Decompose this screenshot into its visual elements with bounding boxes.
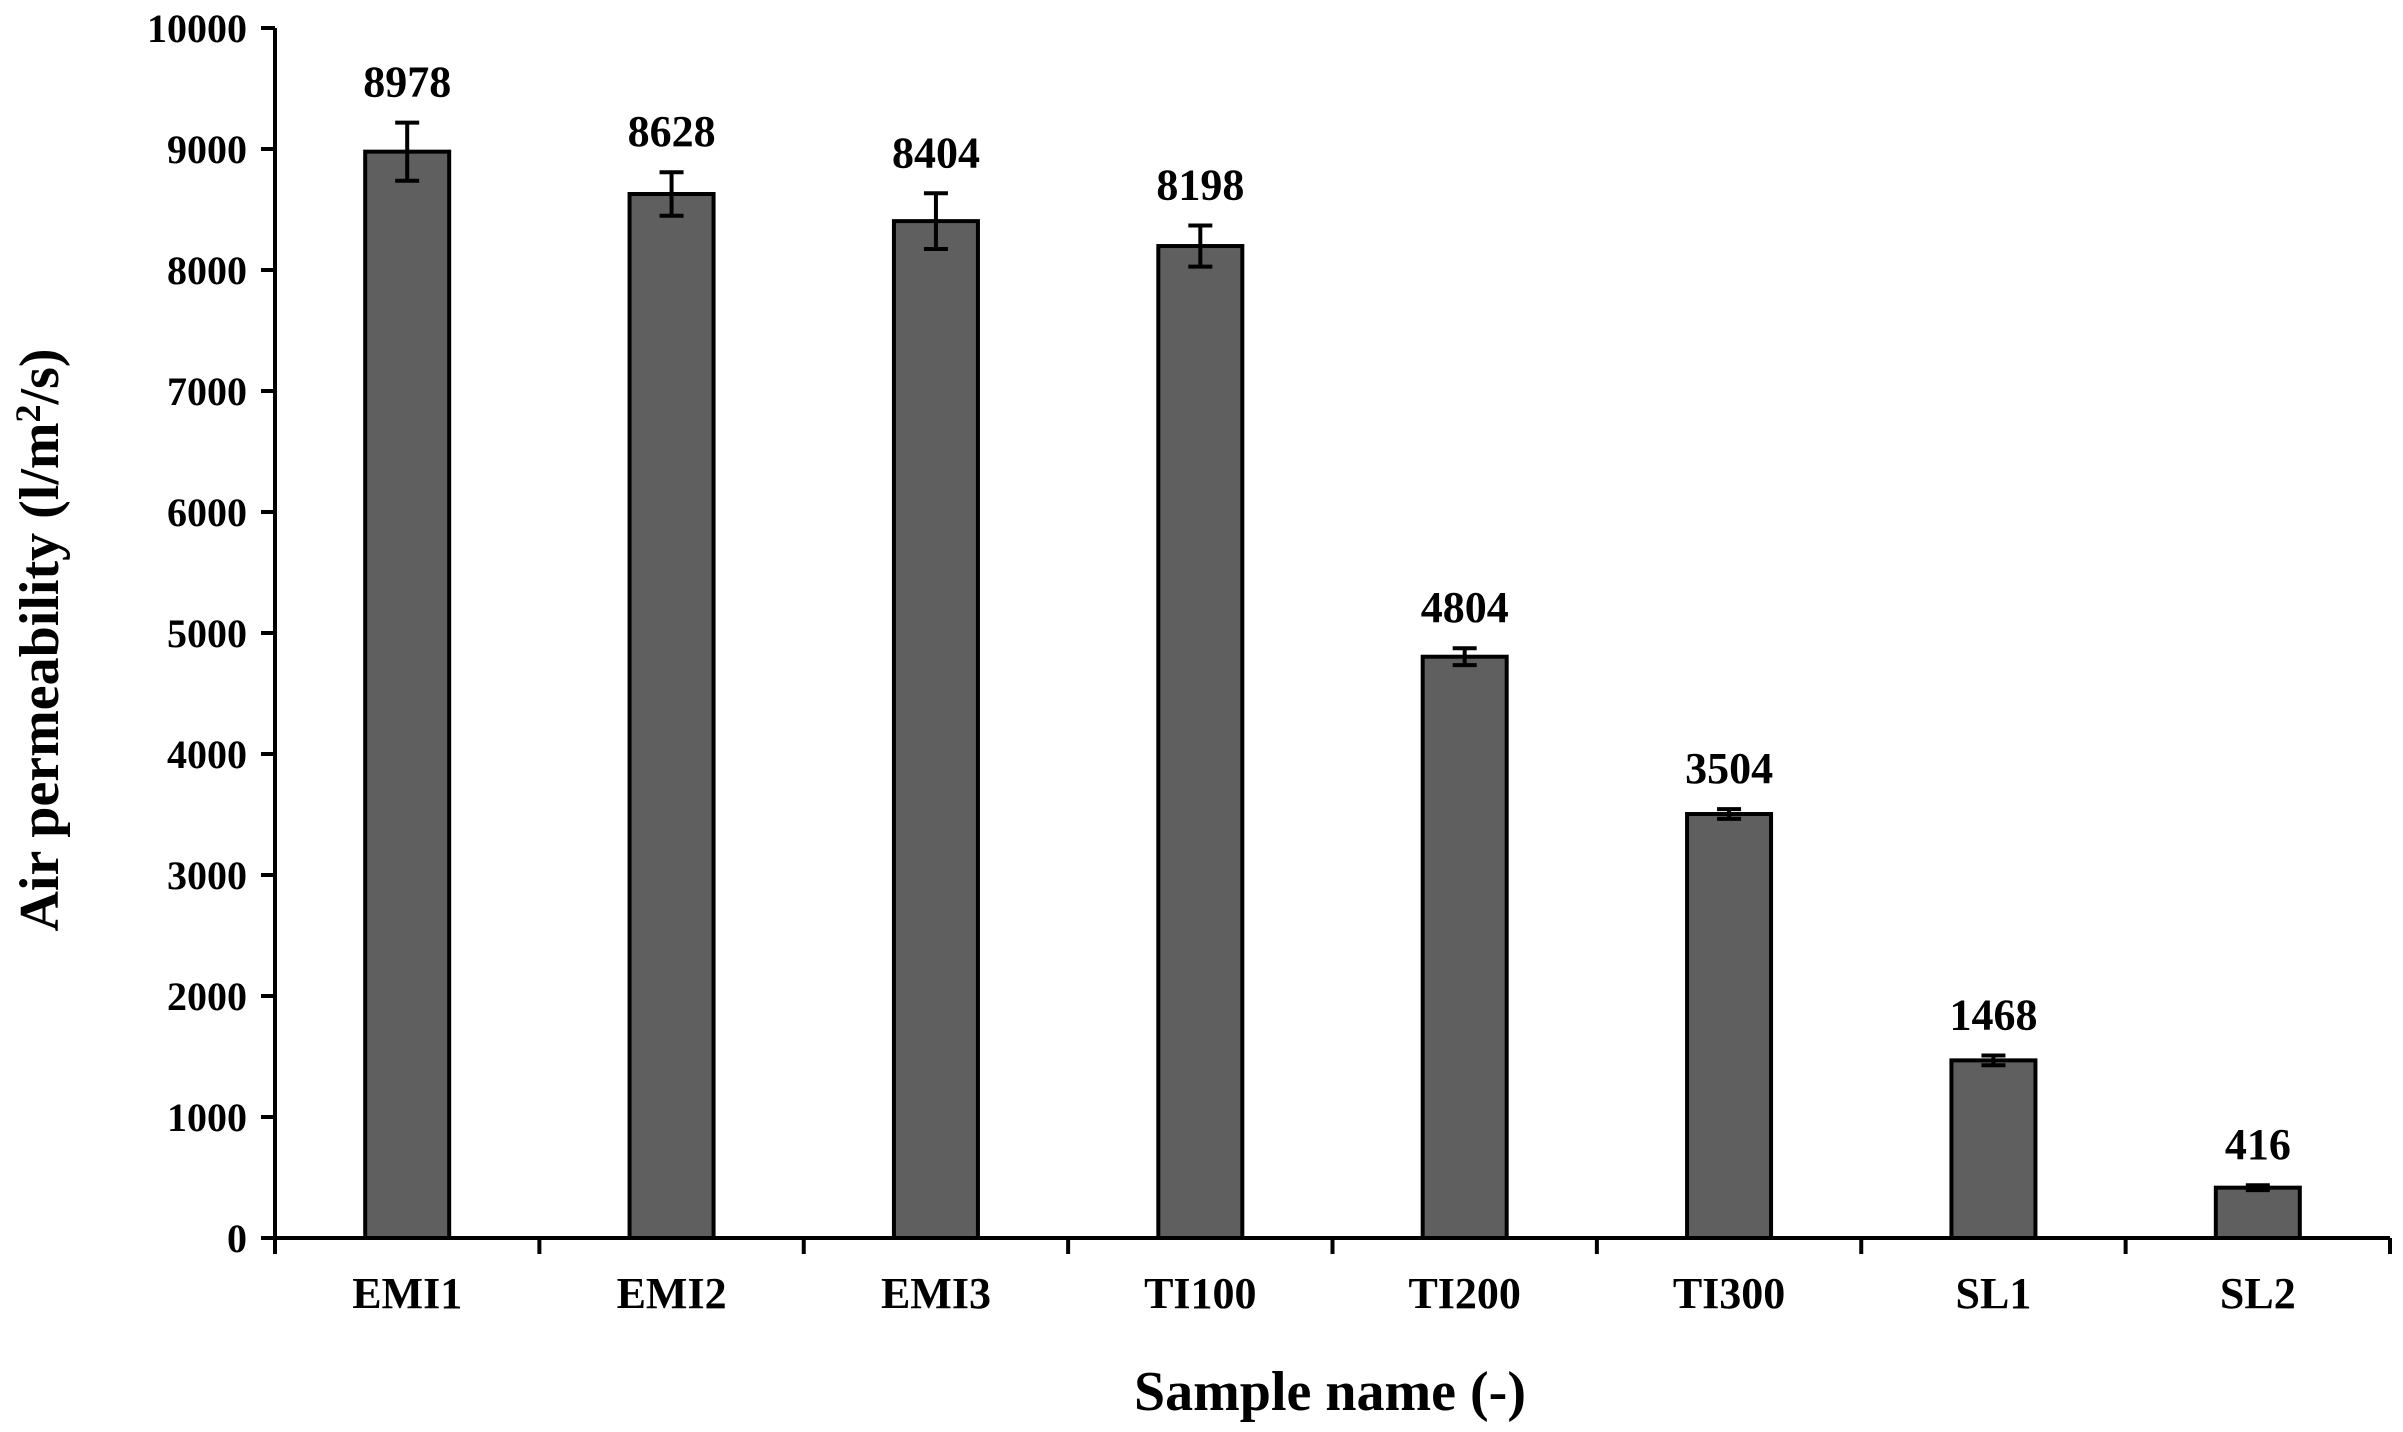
bar-emi1 (363, 149, 452, 1241)
bar-ti100 (1156, 244, 1245, 1241)
y-axis-title-main: Air permeability (l/m (9, 422, 71, 931)
data-label-sl1: 1468 (1949, 991, 2037, 1040)
bar-sl2 (2213, 1185, 2302, 1240)
error-bars-group (395, 120, 2270, 1193)
axes-group (273, 28, 2390, 1240)
x-axis-ticks (273, 1238, 2392, 1254)
y-tick-label: 3000 (167, 853, 247, 898)
bar-emi3 (891, 219, 980, 1240)
category-label-ti100: TI100 (1144, 1269, 1256, 1318)
data-label-emi2: 8628 (628, 107, 716, 156)
y-axis-title-end: /s) (9, 348, 71, 405)
data-label-sl2: 416 (2225, 1120, 2291, 1169)
category-label-ti200: TI200 (1408, 1269, 1520, 1318)
y-axis-title-superscript: 2 (8, 404, 48, 422)
category-label-sl1: SL1 (1956, 1269, 2032, 1318)
y-tick-label: 7000 (167, 369, 247, 414)
category-label-emi1: EMI1 (352, 1269, 462, 1318)
category-labels-group: EMI1 EMI2 EMI3 TI100 TI200 TI300 SL1 SL2 (352, 1269, 2296, 1318)
bars-group (363, 149, 2302, 1241)
bar-sl1 (1949, 1058, 2038, 1240)
bar-ti300 (1685, 812, 1774, 1240)
bar-emi2 (627, 192, 716, 1241)
category-label-ti300: TI300 (1673, 1269, 1785, 1318)
data-label-emi1: 8978 (363, 58, 451, 107)
y-tick-label: 1000 (167, 1095, 247, 1140)
data-label-ti100: 8198 (1156, 160, 1244, 209)
data-label-ti300: 3504 (1685, 744, 1773, 793)
category-label-sl2: SL2 (2220, 1269, 2296, 1318)
data-label-emi3: 8404 (892, 128, 980, 177)
y-tick-label: 8000 (167, 248, 247, 293)
category-label-emi3: EMI3 (881, 1269, 991, 1318)
y-tick-label: 6000 (167, 490, 247, 535)
y-axis-ticks: 0 1000 2000 3000 4000 5000 6000 7000 8000 9000 100… (147, 6, 275, 1261)
data-labels-group: 8978 8628 8404 8198 4804 3504 1468 416 (363, 58, 2291, 1170)
y-tick-label: 4000 (167, 732, 247, 777)
data-label-ti200: 4804 (1421, 583, 1509, 632)
y-tick-label: 10000 (147, 6, 247, 51)
category-label-emi2: EMI2 (617, 1269, 727, 1318)
y-tick-label: 9000 (167, 127, 247, 172)
y-tick-label: 0 (227, 1216, 247, 1261)
bar-ti200 (1420, 654, 1509, 1240)
x-axis-title: Sample name (-) (1134, 1361, 1526, 1423)
y-axis-title: Air permeability (l/m2/s) (8, 348, 71, 931)
y-tick-label: 5000 (167, 611, 247, 656)
y-tick-label: 2000 (167, 974, 247, 1019)
